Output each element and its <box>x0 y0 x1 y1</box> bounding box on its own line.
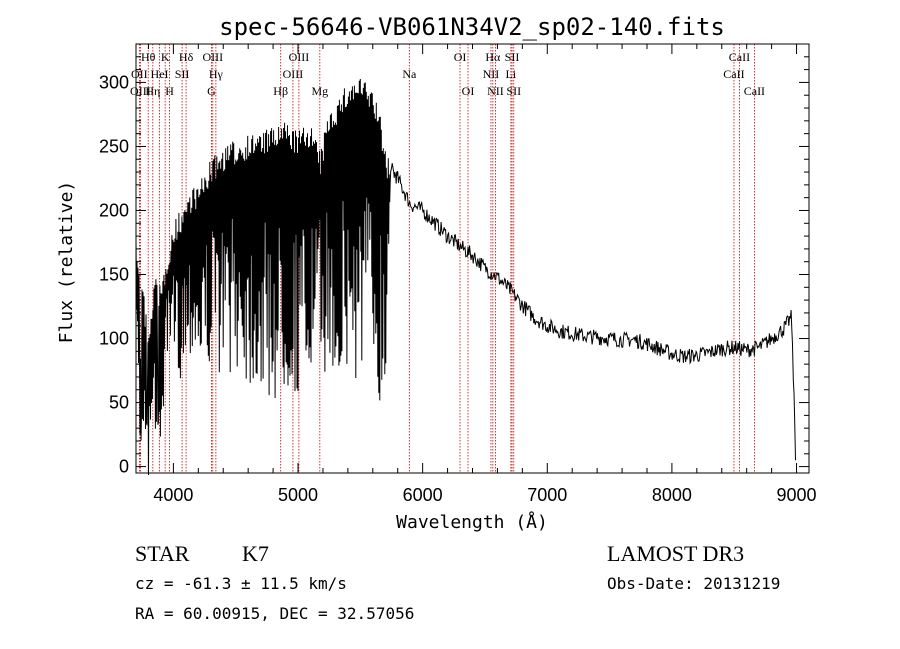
spectral-line-label: G <box>207 84 216 98</box>
spectral-line-label: OIII <box>283 67 304 81</box>
spectral-line-label: OIII <box>289 50 310 64</box>
spectral-line-label: Hγ <box>209 67 224 81</box>
axis-ticks: 4000 5000 6000 7000 8000 9000 0 50 100 150 200 250 3… <box>99 44 817 505</box>
spectral-line-label: CaII <box>744 84 765 98</box>
spectral-line-label: Mg <box>311 84 328 98</box>
spectral-line-label: H <box>165 84 174 98</box>
spectral-line-label: NII <box>487 84 504 98</box>
coords-text: RA = 60.00915, DEC = 32.57056 <box>135 604 414 623</box>
spectral-line-label: Hα <box>485 50 501 64</box>
spectral-line-label: OIII <box>130 84 151 98</box>
x-tick-label: 8000 <box>652 485 692 505</box>
redshift-text: cz = -61.3 ± 11.5 km/s <box>135 574 347 593</box>
spectral-line-label: NII <box>483 67 500 81</box>
spectral-line-label: SII <box>505 50 520 64</box>
x-tick-label: 7000 <box>527 485 567 505</box>
x-tick-label: 6000 <box>403 485 443 505</box>
y-tick-label: 300 <box>99 72 129 92</box>
spectral-line-label: Hθ <box>141 50 156 64</box>
x-tick-label: 5000 <box>278 485 318 505</box>
spectral-line-label: Hβ <box>273 84 288 98</box>
y-tick-label: 200 <box>99 200 129 220</box>
chart-title: spec-56646-VB061N34V2_sp02-140.fits <box>219 13 725 41</box>
y-tick-label: 250 <box>99 136 129 156</box>
spectral-line-label: SII <box>175 67 190 81</box>
y-tick-label: 0 <box>119 457 129 477</box>
spectral-line-label: HeI <box>151 67 169 81</box>
spectral-line-label: OI <box>454 50 467 64</box>
y-tick-label: 150 <box>99 265 129 285</box>
y-axis-label: Flux (relative) <box>56 181 77 344</box>
x-axis-label: Wavelength (Å) <box>396 511 548 533</box>
survey-name: LAMOST DR3 <box>607 541 744 566</box>
spectrum-trace <box>135 78 796 476</box>
spectral-line-label: OIII <box>202 50 223 64</box>
spectrum-line <box>135 78 796 476</box>
y-tick-label: 100 <box>99 329 129 349</box>
spectral-line-label: CaII <box>729 50 750 64</box>
object-subclass: K7 <box>242 541 269 566</box>
spectral-line-markers <box>138 44 755 473</box>
x-tick-label: 9000 <box>777 485 817 505</box>
spectral-line-label: Hη <box>145 84 160 98</box>
x-tick-label: 4000 <box>153 485 193 505</box>
spectral-line-label: CaII <box>723 67 744 81</box>
spectral-line-label: Na <box>402 67 417 81</box>
spectral-line-label: OI <box>462 84 475 98</box>
y-tick-label: 50 <box>109 393 129 413</box>
obs-date-text: Obs-Date: 20131219 <box>607 574 780 593</box>
spectral-line-label: Li <box>506 67 517 81</box>
spectral-line-label: SII <box>506 84 521 98</box>
spectral-line-label: Hδ <box>179 50 194 64</box>
spectral-line-label: K <box>161 50 170 64</box>
object-class: STAR <box>135 541 190 566</box>
spectral-line-label: OII <box>131 67 148 81</box>
